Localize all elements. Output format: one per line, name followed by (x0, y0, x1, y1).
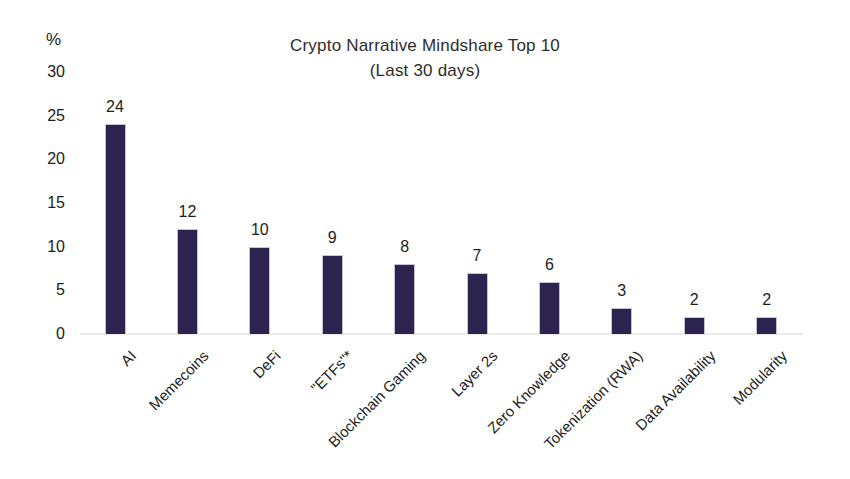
chart-subtitle: (Last 30 days) (0, 58, 850, 83)
bar-value-label: 9 (310, 229, 354, 247)
bar (249, 247, 270, 334)
x-category-label: "ETFs"* (307, 347, 356, 396)
bar-value-label: 3 (600, 282, 644, 300)
bar (539, 282, 560, 334)
y-tick-label: 10 (18, 238, 65, 256)
bar (394, 264, 415, 334)
x-category-label: Layer 2s (448, 347, 501, 400)
y-tick-label: 5 (18, 281, 65, 299)
bar (322, 255, 343, 334)
x-category-label: AI (117, 347, 139, 369)
bar (684, 317, 705, 334)
bar-value-label: 6 (527, 256, 571, 274)
y-tick-label: 30 (18, 63, 65, 81)
bar (467, 273, 488, 334)
bar (105, 124, 126, 334)
bar-value-label: 24 (93, 98, 137, 116)
y-tick-label: 20 (18, 150, 65, 168)
bar-value-label: 2 (745, 291, 789, 309)
bar (611, 308, 632, 334)
bar-chart: % Crypto Narrative Mindshare Top 10 (Las… (0, 0, 850, 479)
x-category-label: Memecoins (145, 347, 211, 413)
bar-value-label: 8 (383, 238, 427, 256)
x-category-label: DeFi (249, 347, 283, 381)
bar-value-label: 12 (165, 203, 209, 221)
y-tick-label: 0 (18, 325, 65, 343)
bar (756, 317, 777, 334)
x-category-label: Modularity (730, 347, 791, 408)
bar-value-label: 2 (672, 291, 716, 309)
bar (177, 229, 198, 334)
bar-value-label: 10 (238, 221, 282, 239)
bar-value-label: 7 (455, 247, 499, 265)
chart-title: Crypto Narrative Mindshare Top 10 (0, 33, 850, 58)
y-tick-label: 25 (18, 107, 65, 125)
chart-title-block: Crypto Narrative Mindshare Top 10 (Last … (0, 33, 850, 83)
y-tick-label: 15 (18, 194, 65, 212)
